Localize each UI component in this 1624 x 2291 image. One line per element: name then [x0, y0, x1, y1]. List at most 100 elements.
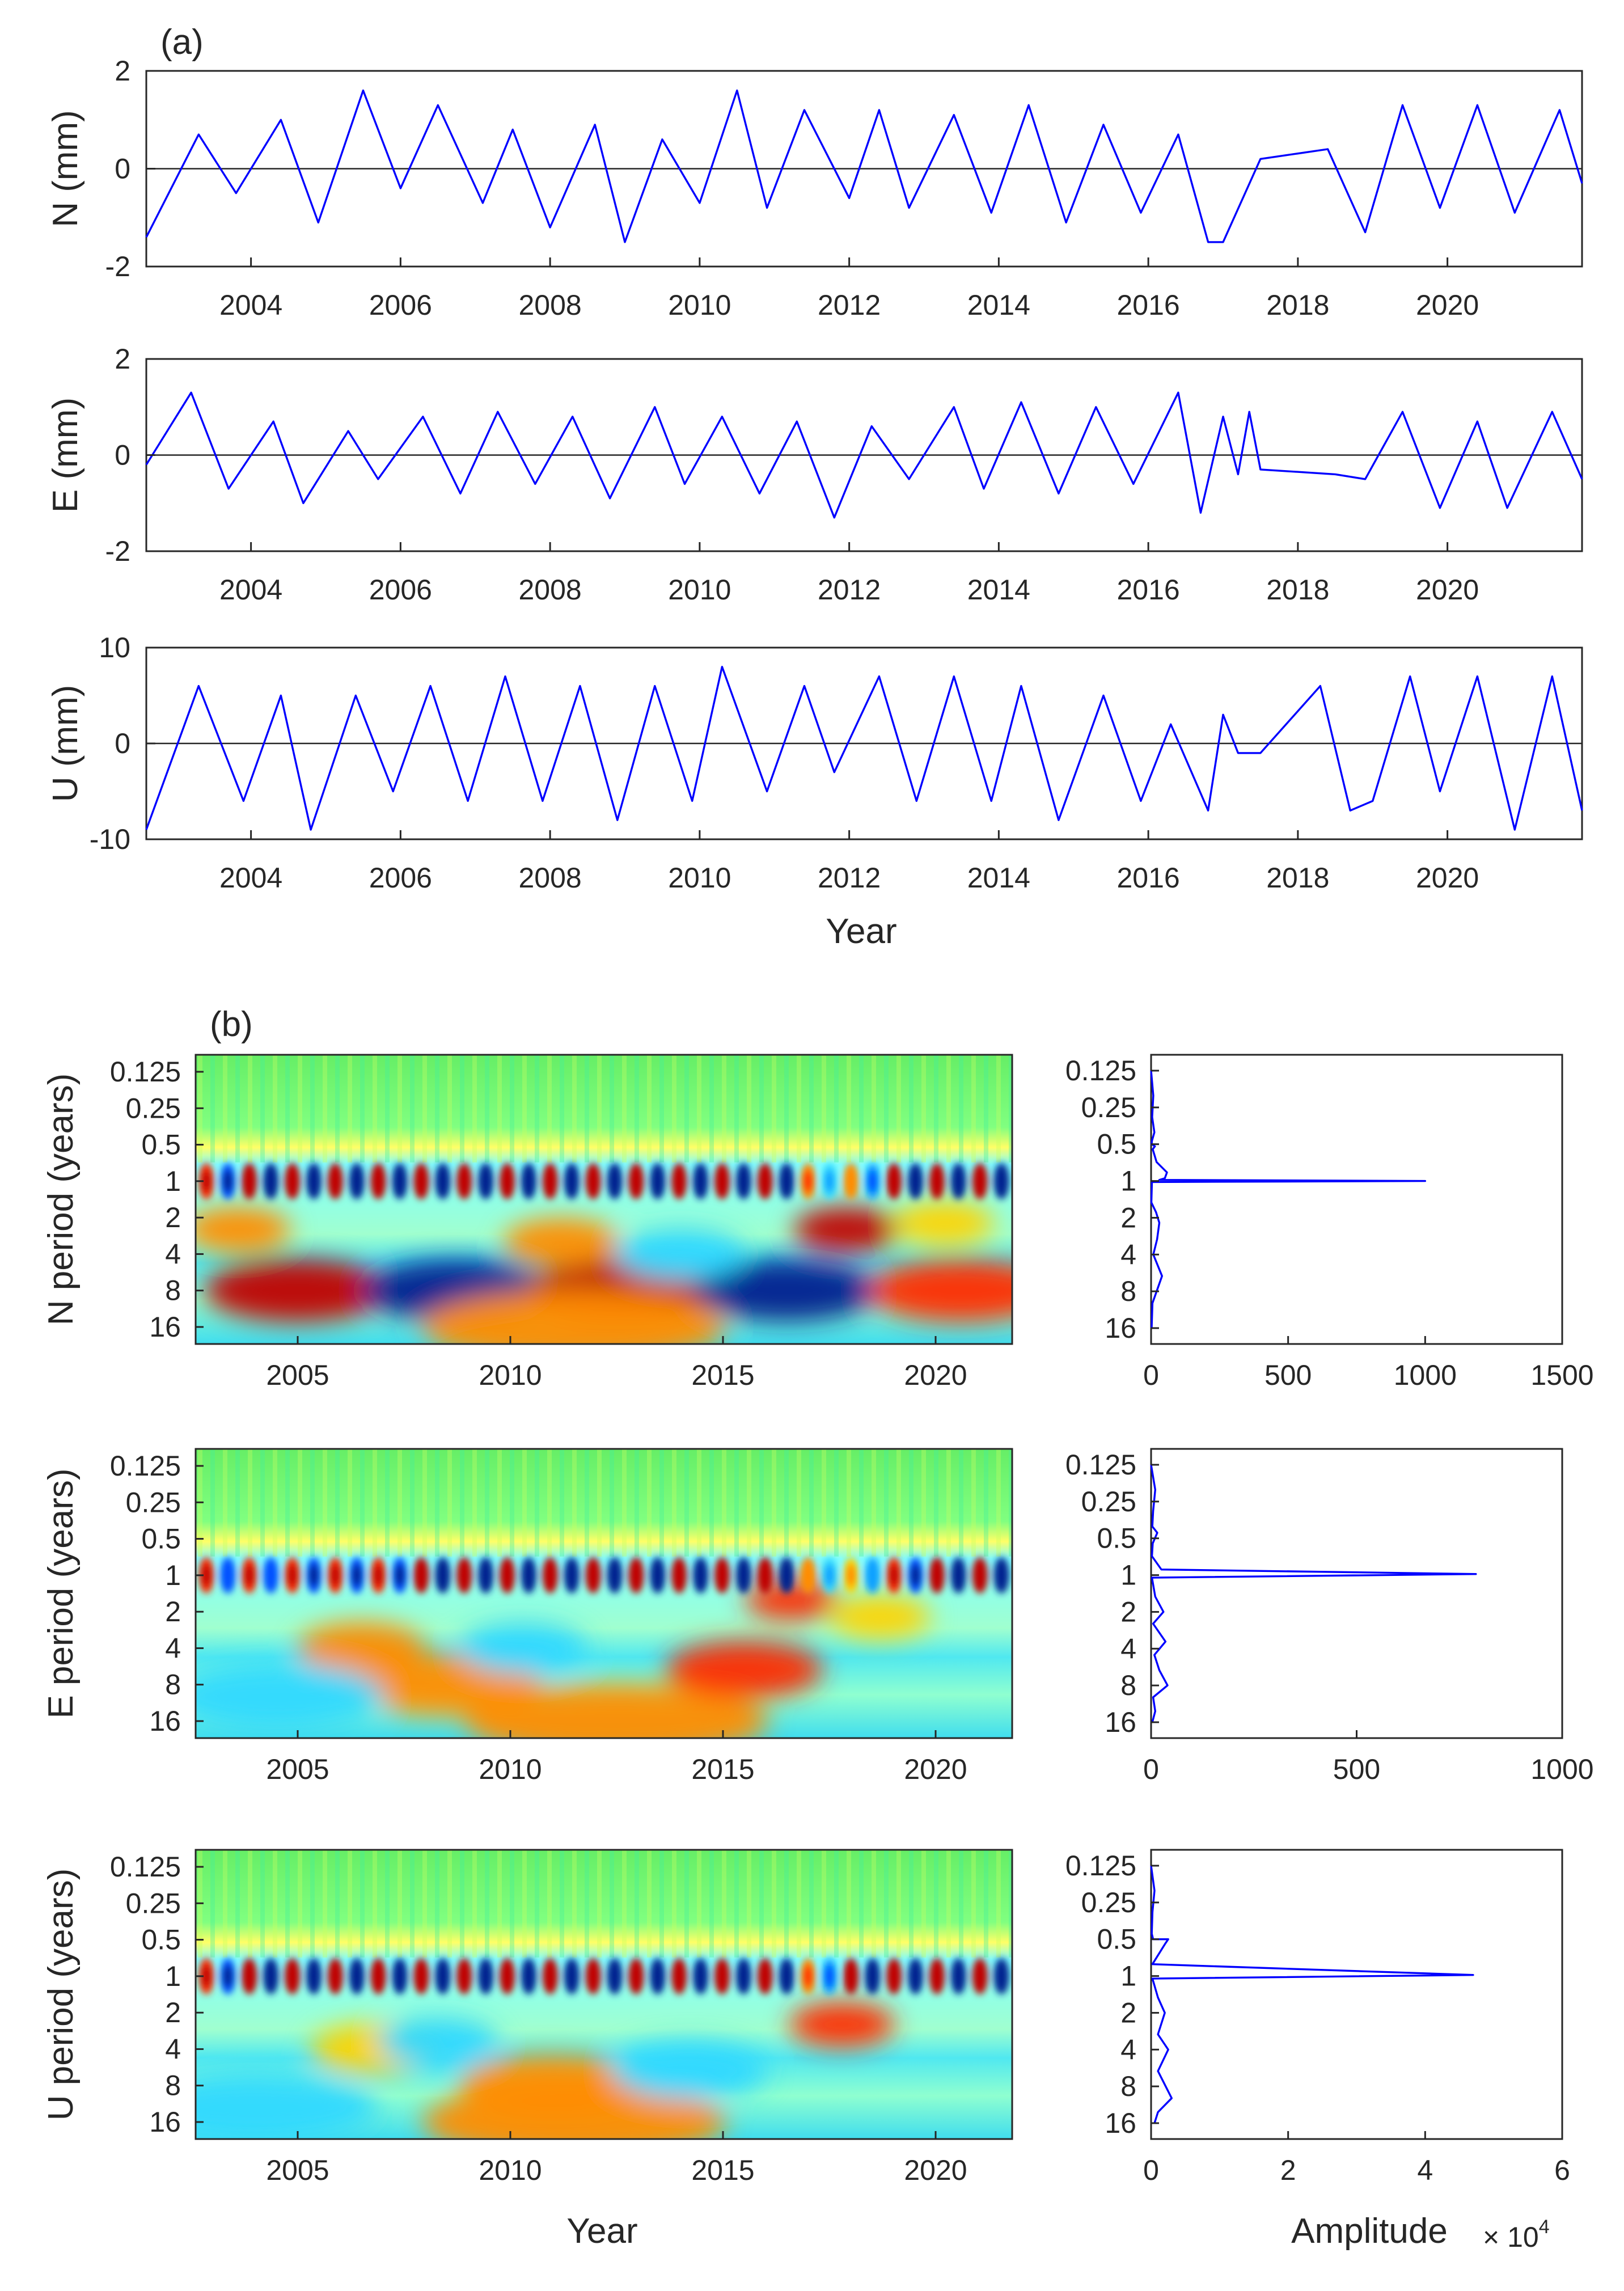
- scalogram-blob: [464, 1684, 769, 1738]
- annual-cycle-core: [244, 1563, 255, 1587]
- y-tick-label: 2: [1120, 1202, 1136, 1233]
- u-scalogram-chart: 2005 2010 2015 2020 0.125 0.25 0.5 1 2 4 8 16 U peri…: [41, 1849, 1013, 2251]
- x-tick-label: 2018: [1266, 289, 1329, 321]
- annual-cycle-core: [459, 1169, 470, 1193]
- y-tick-label: 16: [1105, 1706, 1136, 1738]
- high-frequency-striations: [198, 1449, 1012, 1557]
- annual-cycle-core: [524, 1169, 534, 1193]
- scalogram-blob: [196, 2072, 378, 2139]
- scalogram-field: [196, 1449, 1012, 1738]
- y-tick-label: 8: [1120, 2070, 1136, 2102]
- annual-cycle-core: [330, 1964, 340, 1988]
- y-tick-label: 0: [115, 153, 130, 185]
- annual-cycle-core: [953, 1964, 963, 1988]
- high-frequency-striations: [198, 1055, 1012, 1163]
- y-tick-label: 0: [115, 728, 130, 759]
- plot-frame: [194, 1054, 1013, 1345]
- scalogram-field: [196, 1850, 1012, 2139]
- y-tick-label: 4: [165, 1632, 181, 1664]
- x-tick-label: 2020: [1416, 862, 1479, 894]
- x-tick-label: 2018: [1266, 574, 1329, 606]
- scalogram-blob: [830, 1595, 931, 1639]
- panel-a-label: (a): [160, 23, 204, 62]
- annual-cycle-core: [223, 1169, 233, 1193]
- u-series-line: [145, 666, 1583, 831]
- scalogram-blob: [789, 2001, 895, 2047]
- x-axis-label: Amplitude: [1291, 2212, 1448, 2251]
- y-tick-label: 8: [165, 1669, 181, 1701]
- x-tick-label: 2015: [691, 1753, 754, 1785]
- annual-cycle-core: [953, 1169, 963, 1193]
- x-tick-label: 2008: [519, 574, 582, 606]
- annual-cycle-core: [975, 1563, 985, 1587]
- high-frequency-striations: [198, 1850, 1012, 1958]
- n-spectrum-amplitude-line: [1150, 1070, 1426, 1329]
- u-timeseries-chart: 2004 2006 2008 2010 2012 2014 2016 2018 2020 -10 0…: [46, 632, 1583, 951]
- annual-cycle-core: [352, 1964, 362, 1988]
- y-tick-label: -10: [90, 823, 130, 855]
- annual-cycle-core: [717, 1563, 727, 1587]
- annual-cycle-core: [996, 1964, 1006, 1988]
- plot-frame: [194, 1448, 1013, 1739]
- annual-cycle-core: [996, 1563, 1006, 1587]
- y-tick-label: 16: [1105, 2107, 1136, 2139]
- x-tick-label: 2005: [266, 2154, 329, 2186]
- y-tick-label: 8: [1120, 1669, 1136, 1701]
- x-tick-label: 2006: [369, 574, 432, 606]
- x-tick-label: 0: [1143, 1359, 1159, 1391]
- annual-cycle-core: [309, 1964, 319, 1988]
- annual-cycle-core: [696, 1964, 705, 1988]
- u-spectrum-amplitude-line: [1150, 1865, 1474, 2124]
- x-tick-label: 2006: [369, 289, 432, 321]
- plot-frame: [1150, 1054, 1563, 1345]
- x-tick-label: 2020: [904, 1359, 967, 1391]
- x-tick-label: 2012: [818, 862, 881, 894]
- y-tick-label: 2: [1120, 1997, 1136, 2028]
- annual-cycle-core: [846, 1964, 856, 1988]
- annual-band: [198, 1557, 1009, 1593]
- annual-cycle-core: [760, 1563, 770, 1587]
- x-tick-label: 2008: [519, 289, 582, 321]
- annual-cycle-core: [352, 1169, 362, 1193]
- scalogram-blob: [504, 1218, 619, 1267]
- annual-cycle-core: [760, 1169, 770, 1193]
- x-tick-label: 2010: [479, 1753, 542, 1785]
- x-tick-label: 2004: [219, 862, 282, 894]
- exponent-power: 4: [1539, 2216, 1550, 2238]
- e-spectrum-chart: 0 500 1000 0.125 0.25 0.5 1 2 4 8 16: [1065, 1448, 1594, 1785]
- annual-cycle-core: [631, 1169, 641, 1193]
- y-tick-label: 0.25: [1081, 1486, 1136, 1518]
- annual-cycle-core: [395, 1169, 405, 1193]
- y-tick-label: 16: [1105, 1312, 1136, 1344]
- y-tick-label: 0.25: [1081, 1092, 1136, 1123]
- annual-cycle-core: [481, 1563, 490, 1587]
- x-tick-label: 2012: [818, 574, 881, 606]
- y-tick-label: 0.25: [126, 1092, 181, 1124]
- y-tick-label: 0.25: [1081, 1887, 1136, 1918]
- y-tick-label: 0.25: [126, 1486, 181, 1518]
- annual-cycle-core: [953, 1563, 963, 1587]
- y-tick-label: 2: [1120, 1596, 1136, 1628]
- annual-cycle-core: [287, 1563, 297, 1587]
- x-tick-label: 2020: [904, 2154, 967, 2186]
- x-tick-label: 0: [1143, 2154, 1159, 2186]
- annual-cycle-core: [502, 1169, 512, 1193]
- x-tick-label: 2006: [369, 862, 432, 894]
- e-timeseries-chart: 2004 2006 2008 2010 2012 2014 2016 2018 2020 -2 0 2…: [46, 343, 1583, 606]
- annual-cycle-core: [545, 1563, 555, 1587]
- annual-cycle-core: [803, 1563, 813, 1587]
- x-tick-label: 2014: [967, 289, 1030, 321]
- y-tick-label: 8: [165, 2070, 181, 2102]
- annual-cycle-core: [824, 1169, 835, 1193]
- annual-cycle-core: [481, 1169, 490, 1193]
- y-tick-label: 0.5: [141, 1924, 181, 1956]
- annual-cycle-core: [266, 1563, 276, 1587]
- y-tick-label: 16: [149, 1311, 181, 1343]
- annual-cycle-core: [803, 1169, 813, 1193]
- annual-cycle-core: [975, 1169, 985, 1193]
- y-tick-label: 0.125: [110, 1851, 181, 1883]
- annual-cycle-core: [373, 1169, 383, 1193]
- y-tick-label: 2: [115, 343, 130, 375]
- x-tick-label: 2014: [967, 574, 1030, 606]
- y-tick-label: 4: [1120, 1633, 1136, 1664]
